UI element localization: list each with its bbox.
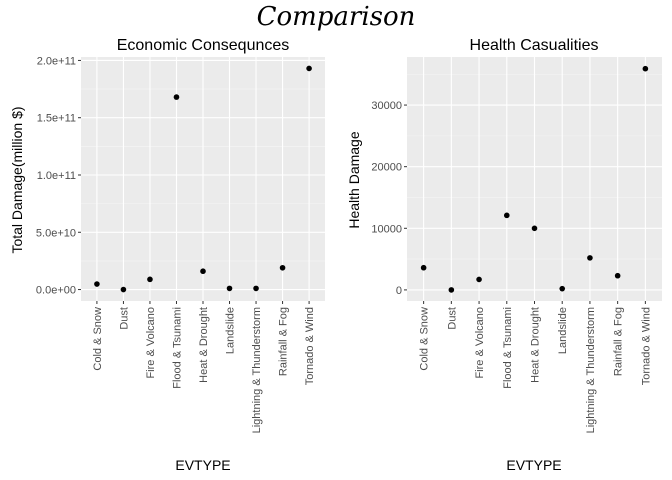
y-tick-label: 1.0e+11 [37,170,76,182]
data-point [279,264,286,271]
y-axis-title: Health Damage [346,131,362,228]
x-tick-label: Cold & Snow [92,307,104,371]
y-tick-label: 2.0e+11 [37,55,76,67]
x-tick-label: Dust [118,307,130,330]
x-tick-label: Lightning & Thunderstorm [251,307,263,433]
x-tick-label: Flood & Tsunami [171,307,183,389]
chart-title: Health Casualities [470,37,599,54]
y-tick-label: 20000 [371,162,402,174]
data-point [476,276,482,283]
x-tick-label: Dust [446,307,458,330]
x-tick-label: Tornado & Wind [640,307,652,385]
health-casualities-chart: 0 10000 20000 30000 Cold & Snow Dust Fire & Vo… [346,37,662,473]
x-axis-title: EVTYPE [175,457,230,473]
x-tick-label: Flood & Tsunami [502,307,514,389]
data-point [503,212,510,219]
x-tick-label: Cold & Snow [419,307,431,371]
data-point [120,286,127,293]
data-point [420,264,427,271]
data-point [531,225,538,232]
x-tick-label: Fire & Volcano [145,307,157,379]
figure-title: Comparison [257,2,416,32]
data-point [559,285,566,292]
x-tick-label: Landslide [225,307,237,354]
x-tick-label: Rainfall & Fog [613,307,625,376]
data-point [200,268,206,275]
data-point [147,276,153,283]
y-tick-label: 0 [396,285,402,297]
data-point [253,285,259,292]
y-tick-label: 0.0e+00 [36,285,76,297]
y-tick-label: 10000 [371,223,402,235]
x-tick-label: Tornado & Wind [304,307,316,385]
x-tick-label: Fire & Volcano [474,307,486,379]
x-axis-title: EVTYPE [506,457,561,473]
economic-consequences-chart: 0.0e+00 5.0e+10 1.0e+11 1.5e+11 2.0e+11 Cold … [9,37,325,473]
data-point [448,287,455,293]
y-tick-label: 30000 [371,100,402,112]
x-tick-label: Heat & Drought [198,307,210,383]
x-tick-label: Rainfall & Fog [278,307,290,376]
data-point [614,272,621,279]
data-point [587,255,593,261]
data-point [226,285,233,292]
data-point [173,94,180,100]
x-tick-label: Lightning & Thunderstorm [585,307,597,433]
data-point [94,281,100,287]
data-point [306,65,312,72]
y-axis-title: Total Damage(million $) [9,106,25,253]
x-tick-label: Heat & Drought [530,307,542,383]
y-tick-label: 5.0e+10 [36,227,76,239]
data-point [642,65,649,72]
chart-title: Economic Consequnces [117,37,290,54]
y-tick-label: 1.5e+11 [37,113,76,125]
x-tick-label: Landslide [557,307,569,354]
